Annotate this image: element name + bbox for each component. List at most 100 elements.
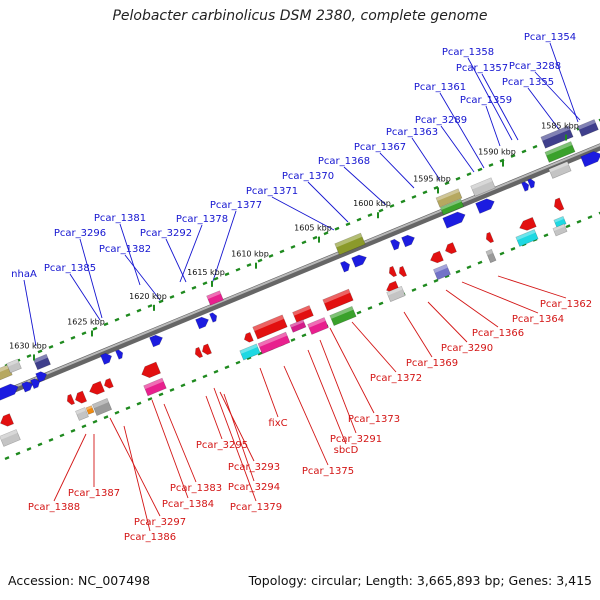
leader-Pcar_1379	[213, 387, 257, 502]
gene-label-Pcar_1375[interactable]: Pcar_1375	[302, 466, 354, 477]
forward-tick-row	[92, 326, 98, 331]
leader-Pcar_1362	[497, 275, 567, 299]
reverse-gene-feature-7	[485, 248, 497, 264]
forward-tick-row	[246, 263, 252, 268]
gene-label-Pcar_1388[interactable]: Pcar_1388	[28, 502, 80, 513]
gene-label-Pcar_1357[interactable]: Pcar_1357	[456, 63, 508, 74]
reverse-tick-row	[4, 456, 10, 461]
reverse-tick-row	[114, 410, 120, 415]
forward-tick-row	[235, 267, 241, 272]
reverse-tick-row	[477, 260, 483, 265]
reverse-gene-feature-28	[89, 380, 105, 395]
gene-label-Pcar_1369[interactable]: Pcar_1369	[406, 358, 458, 369]
gene-label-Pcar_3297[interactable]: Pcar_3297	[134, 517, 186, 528]
gene-label-Pcar_1366[interactable]: Pcar_1366	[472, 328, 524, 339]
forward-tick-row	[279, 249, 285, 254]
leader-Pcar_1364	[461, 281, 539, 314]
gene-label-Pcar_1355[interactable]: Pcar_1355	[502, 77, 554, 88]
reverse-gene-feature-32	[75, 407, 89, 421]
gene-label-Pcar_1367[interactable]: Pcar_1367	[354, 142, 406, 153]
backbone-highlight	[0, 143, 600, 395]
genome-backbone	[0, 143, 600, 399]
gene-label-Pcar_1384[interactable]: Pcar_1384	[162, 499, 214, 510]
gene-label-Pcar_1381[interactable]: Pcar_1381	[94, 213, 146, 224]
leader-Pcar_3297	[109, 417, 161, 517]
gene-label-Pcar_3295[interactable]: Pcar_3295	[196, 440, 248, 451]
gene-label-Pcar_1378[interactable]: Pcar_1378	[176, 214, 228, 225]
gene-label-Pcar_1386[interactable]: Pcar_1386	[124, 532, 176, 543]
kbp-marker-1: 1585 kbp	[541, 122, 579, 131]
gene-label-Pcar_3293[interactable]: Pcar_3293	[228, 462, 280, 473]
gene-label-nhaA[interactable]: nhaA	[11, 269, 37, 280]
kbp-marker-2: 1590 kbp	[478, 148, 516, 157]
gene-label-Pcar_1362[interactable]: Pcar_1362	[540, 299, 592, 310]
gene-label-Pcar_1359[interactable]: Pcar_1359	[460, 95, 512, 106]
forward-gene-feature-1	[540, 125, 574, 149]
reverse-tick-row	[37, 442, 43, 447]
leader-Pcar_1375	[283, 365, 329, 466]
reverse-gene-feature-24	[194, 346, 204, 359]
gene-features	[0, 119, 600, 447]
forward-tick-row	[367, 213, 373, 218]
gene-label-Pcar_3289[interactable]: Pcar_3289	[415, 115, 467, 126]
gene-label-Pcar_1377[interactable]: Pcar_1377	[210, 200, 262, 211]
forward-gene-feature-28	[0, 383, 19, 401]
gene-label-fixC[interactable]: fixC	[268, 418, 287, 429]
reverse-gene-feature-22	[239, 343, 261, 361]
gene-label-Pcar_1379[interactable]: Pcar_1379	[230, 502, 282, 513]
leader-Pcar_3291	[319, 339, 357, 434]
gene-label-Pcar_1358[interactable]: Pcar_1358	[442, 47, 494, 58]
gene-label-sbcD[interactable]: sbcD	[334, 445, 359, 456]
forward-tick-row	[345, 222, 351, 227]
gene-label-Pcar_3292[interactable]: Pcar_3292	[140, 228, 192, 239]
forward-tick-row	[103, 322, 109, 327]
reverse-tick-row	[576, 219, 582, 224]
gene-label-Pcar_1364[interactable]: Pcar_1364	[512, 314, 564, 325]
gene-label-Pcar_3291[interactable]: Pcar_3291	[330, 434, 382, 445]
reverse-gene-feature-6	[485, 231, 495, 244]
gene-label-Pcar_1373[interactable]: Pcar_1373	[348, 414, 400, 425]
reverse-tick-row	[136, 401, 142, 406]
gene-label-Pcar_3290[interactable]: Pcar_3290	[441, 343, 493, 354]
gene-label-Pcar_1382[interactable]: Pcar_1382	[99, 244, 151, 255]
reverse-gene-feature-14	[386, 285, 406, 303]
leader-Pcar_1377	[211, 210, 237, 285]
reverse-gene-feature-25	[201, 343, 212, 356]
forward-tick-row	[257, 258, 263, 263]
forward-gene-feature-26	[33, 353, 51, 371]
gene-label-Pcar_1372[interactable]: Pcar_1372	[370, 373, 422, 384]
forward-tick-row	[48, 344, 54, 349]
gene-label-Pcar_1385[interactable]: Pcar_1385	[44, 263, 96, 274]
leader-Pcar_1383	[163, 403, 197, 483]
gene-label-Pcar_1370[interactable]: Pcar_1370	[282, 171, 334, 182]
reverse-gene-feature-26	[141, 361, 162, 379]
accession-text: Accession: NC_007498	[8, 573, 151, 588]
forward-tick-row	[81, 331, 87, 336]
reverse-tick-row	[235, 360, 241, 365]
gene-label-Pcar_1368[interactable]: Pcar_1368	[318, 156, 370, 167]
reverse-gene-feature-5	[515, 229, 539, 247]
forward-tick-row	[37, 349, 43, 354]
reverse-tick-row	[367, 306, 373, 311]
gene-label-Pcar_1383[interactable]: Pcar_1383	[170, 483, 222, 494]
reverse-tick-row	[213, 369, 219, 374]
forward-tick-row	[444, 181, 450, 186]
gene-label-Pcar_1363[interactable]: Pcar_1363	[386, 127, 438, 138]
reverse-tick-row	[48, 437, 54, 442]
forward-gene-feature-15	[340, 260, 351, 273]
forward-gene-feature-22	[100, 352, 112, 365]
gene-label-Pcar_1371[interactable]: Pcar_1371	[246, 186, 298, 197]
gene-label-Pcar_3294[interactable]: Pcar_3294	[228, 482, 280, 493]
forward-tick-row	[290, 244, 296, 249]
forward-tick-row	[202, 281, 208, 286]
gene-label-Pcar_3288[interactable]: Pcar_3288	[509, 61, 561, 72]
reverse-gene-feature-27	[143, 377, 167, 397]
gene-label-Pcar_3296[interactable]: Pcar_3296	[54, 228, 106, 239]
reverse-tick-row	[169, 387, 175, 392]
gene-label-Pcar_1361[interactable]: Pcar_1361	[414, 82, 466, 93]
leader-Pcar_1361	[439, 92, 485, 169]
gene-label-Pcar_1354[interactable]: Pcar_1354	[524, 32, 576, 43]
reverse-tick-row	[191, 378, 197, 383]
gene-label-Pcar_1387[interactable]: Pcar_1387	[68, 488, 120, 499]
